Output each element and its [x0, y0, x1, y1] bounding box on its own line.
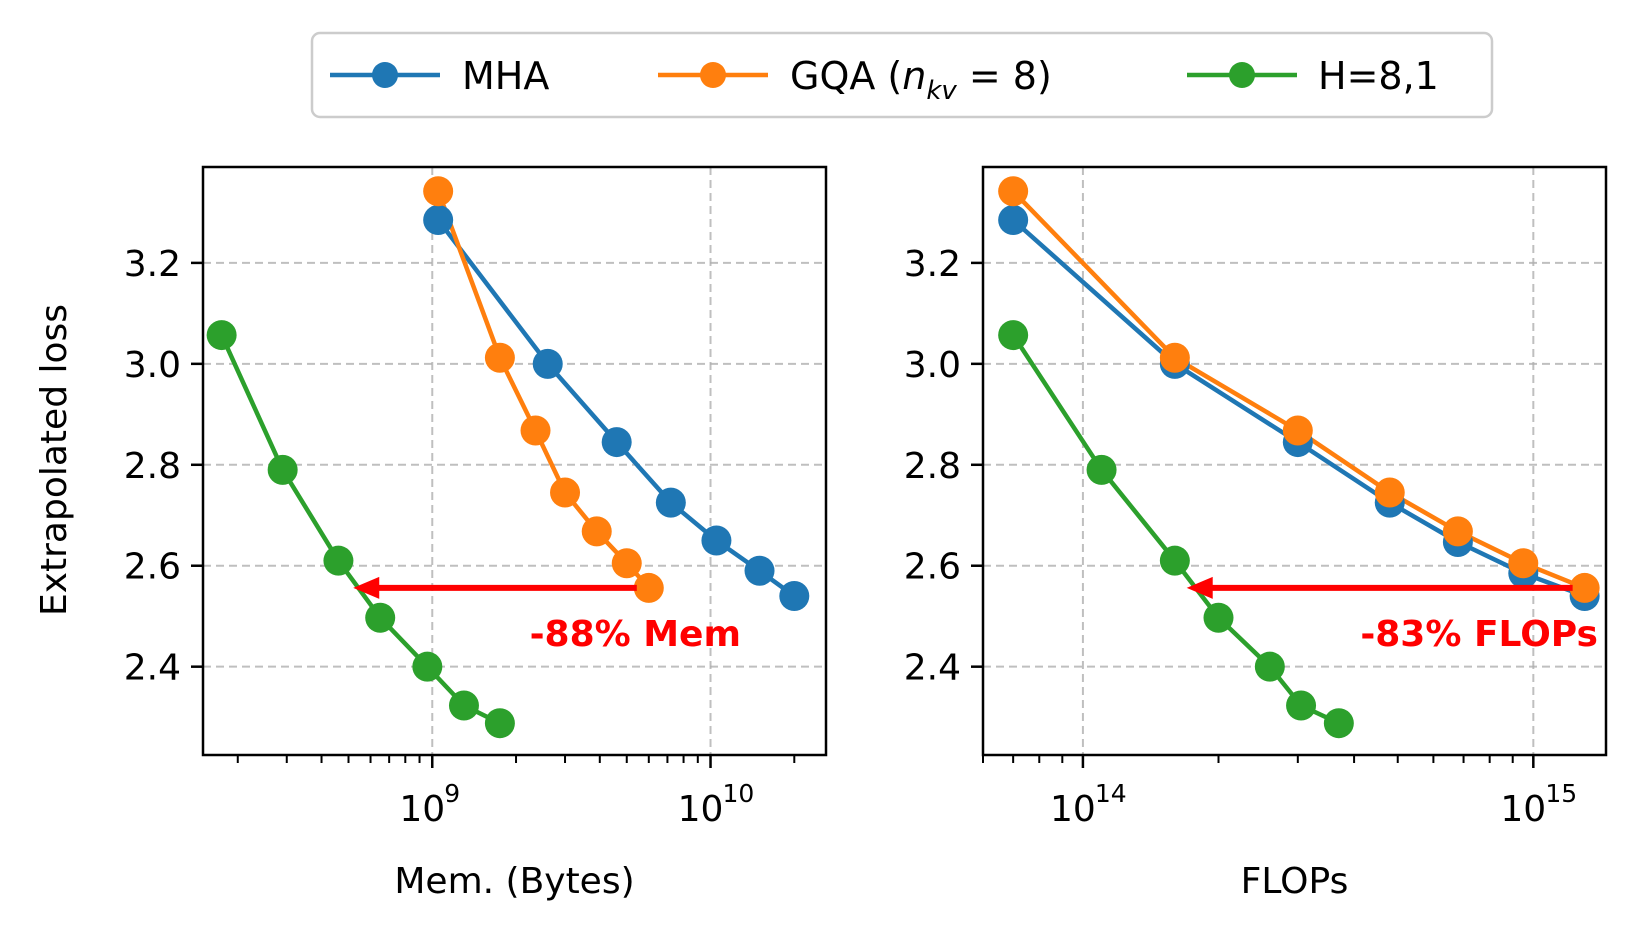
annotation-label: -83% FLOPs	[1360, 614, 1598, 655]
data-point-series-0	[601, 427, 632, 458]
data-point-series-1	[581, 516, 612, 547]
x-tick-label-exponent: 9	[444, 779, 460, 808]
data-point-series-2	[448, 690, 479, 721]
data-point-series-1	[633, 572, 664, 603]
x-tick-label-exponent: 14	[1095, 779, 1127, 808]
data-point-series-2	[998, 320, 1029, 351]
legend: MHA GQA (nkv = 8) H=8,1	[310, 31, 1494, 119]
x-axis-label: FLOPs	[1241, 861, 1349, 902]
data-point-series-1	[1282, 415, 1313, 446]
data-point-series-0	[744, 555, 775, 586]
legend-label-gqa: GQA (nkv = 8)	[790, 54, 1052, 106]
series-line-1	[436, 190, 651, 590]
legend-label-gqa-sub: kv	[926, 76, 957, 106]
legend-label-mha: MHA	[462, 54, 549, 98]
legend-label-gqa-prefix: GQA (	[790, 54, 902, 98]
y-tick-label: 3.0	[904, 345, 961, 386]
x-tick-label: 10	[1500, 789, 1546, 830]
data-point-series-2	[1286, 690, 1317, 721]
data-point-series-2	[1254, 651, 1285, 682]
y-tick-label: 3.2	[124, 244, 181, 285]
legend-label-h81: H=8,1	[1318, 54, 1439, 98]
series-line-2	[219, 334, 501, 726]
data-point-series-1	[550, 477, 581, 508]
y-tick-label: 3.0	[124, 345, 181, 386]
y-tick-label: 3.2	[904, 244, 961, 285]
y-axis-label: Extrapolated loss	[34, 304, 75, 616]
data-point-series-1	[1569, 572, 1600, 603]
x-tick-label-exponent: 10	[723, 779, 755, 808]
legend-marker-mha	[372, 62, 398, 88]
legend-label-gqa-suffix: = 8)	[957, 54, 1052, 98]
data-point-series-1	[1442, 516, 1473, 547]
data-point-series-2	[1086, 454, 1117, 485]
legend-label-gqa-var: n	[902, 54, 926, 98]
data-point-series-2	[365, 602, 396, 633]
legend-entry-gqa: GQA (nkv = 8)	[658, 54, 1052, 106]
legend-entry-mha: MHA	[330, 54, 549, 98]
y-tick-label: 2.6	[904, 547, 961, 588]
data-point-series-2	[1203, 602, 1234, 633]
series-line-1	[1011, 189, 1586, 590]
legend-box	[310, 31, 1494, 119]
series-line-0	[436, 218, 796, 598]
data-point-series-0	[779, 581, 810, 612]
data-point-series-1	[520, 415, 551, 446]
legend-marker-gqa	[700, 62, 726, 88]
data-point-series-1	[1374, 477, 1405, 508]
data-point-series-2	[323, 545, 354, 576]
data-point-series-1	[484, 342, 515, 373]
y-tick-label: 2.8	[124, 446, 181, 487]
x-tick-label: 10	[1050, 789, 1096, 830]
data-point-series-2	[206, 320, 237, 351]
data-point-series-2	[412, 651, 443, 682]
data-point-series-2	[1159, 545, 1190, 576]
x-tick-label-exponent: 15	[1545, 779, 1577, 808]
data-point-series-0	[998, 204, 1029, 235]
plot-frame	[981, 165, 1608, 757]
y-tick-label: 2.4	[904, 648, 961, 689]
legend-marker-h81	[1229, 62, 1255, 88]
data-point-series-1	[1159, 342, 1190, 373]
data-point-series-0	[655, 487, 686, 518]
data-point-series-2	[1323, 708, 1354, 739]
data-point-series-1	[1508, 548, 1539, 579]
x-tick-label: 10	[678, 789, 724, 830]
y-tick-label: 2.8	[904, 446, 961, 487]
plot-frame	[201, 165, 828, 757]
data-point-series-0	[423, 204, 454, 235]
x-axis-label: Mem. (Bytes)	[394, 861, 634, 902]
data-point-series-2	[267, 454, 298, 485]
data-point-series-0	[701, 525, 732, 556]
data-point-series-2	[484, 708, 515, 739]
data-point-series-1	[611, 548, 642, 579]
series-line-2	[1011, 333, 1340, 726]
legend-entry-h81: H=8,1	[1187, 54, 1439, 98]
y-tick-label: 2.4	[124, 648, 181, 689]
annotation-arrowhead	[353, 576, 380, 599]
x-tick-label: 10	[399, 789, 445, 830]
data-point-series-0	[532, 348, 563, 379]
data-point-series-1	[998, 176, 1029, 207]
y-tick-label: 2.6	[124, 547, 181, 588]
annotation-arrowhead	[1186, 576, 1213, 599]
annotation-label: -88% Mem	[530, 614, 741, 655]
data-point-series-1	[423, 176, 454, 207]
